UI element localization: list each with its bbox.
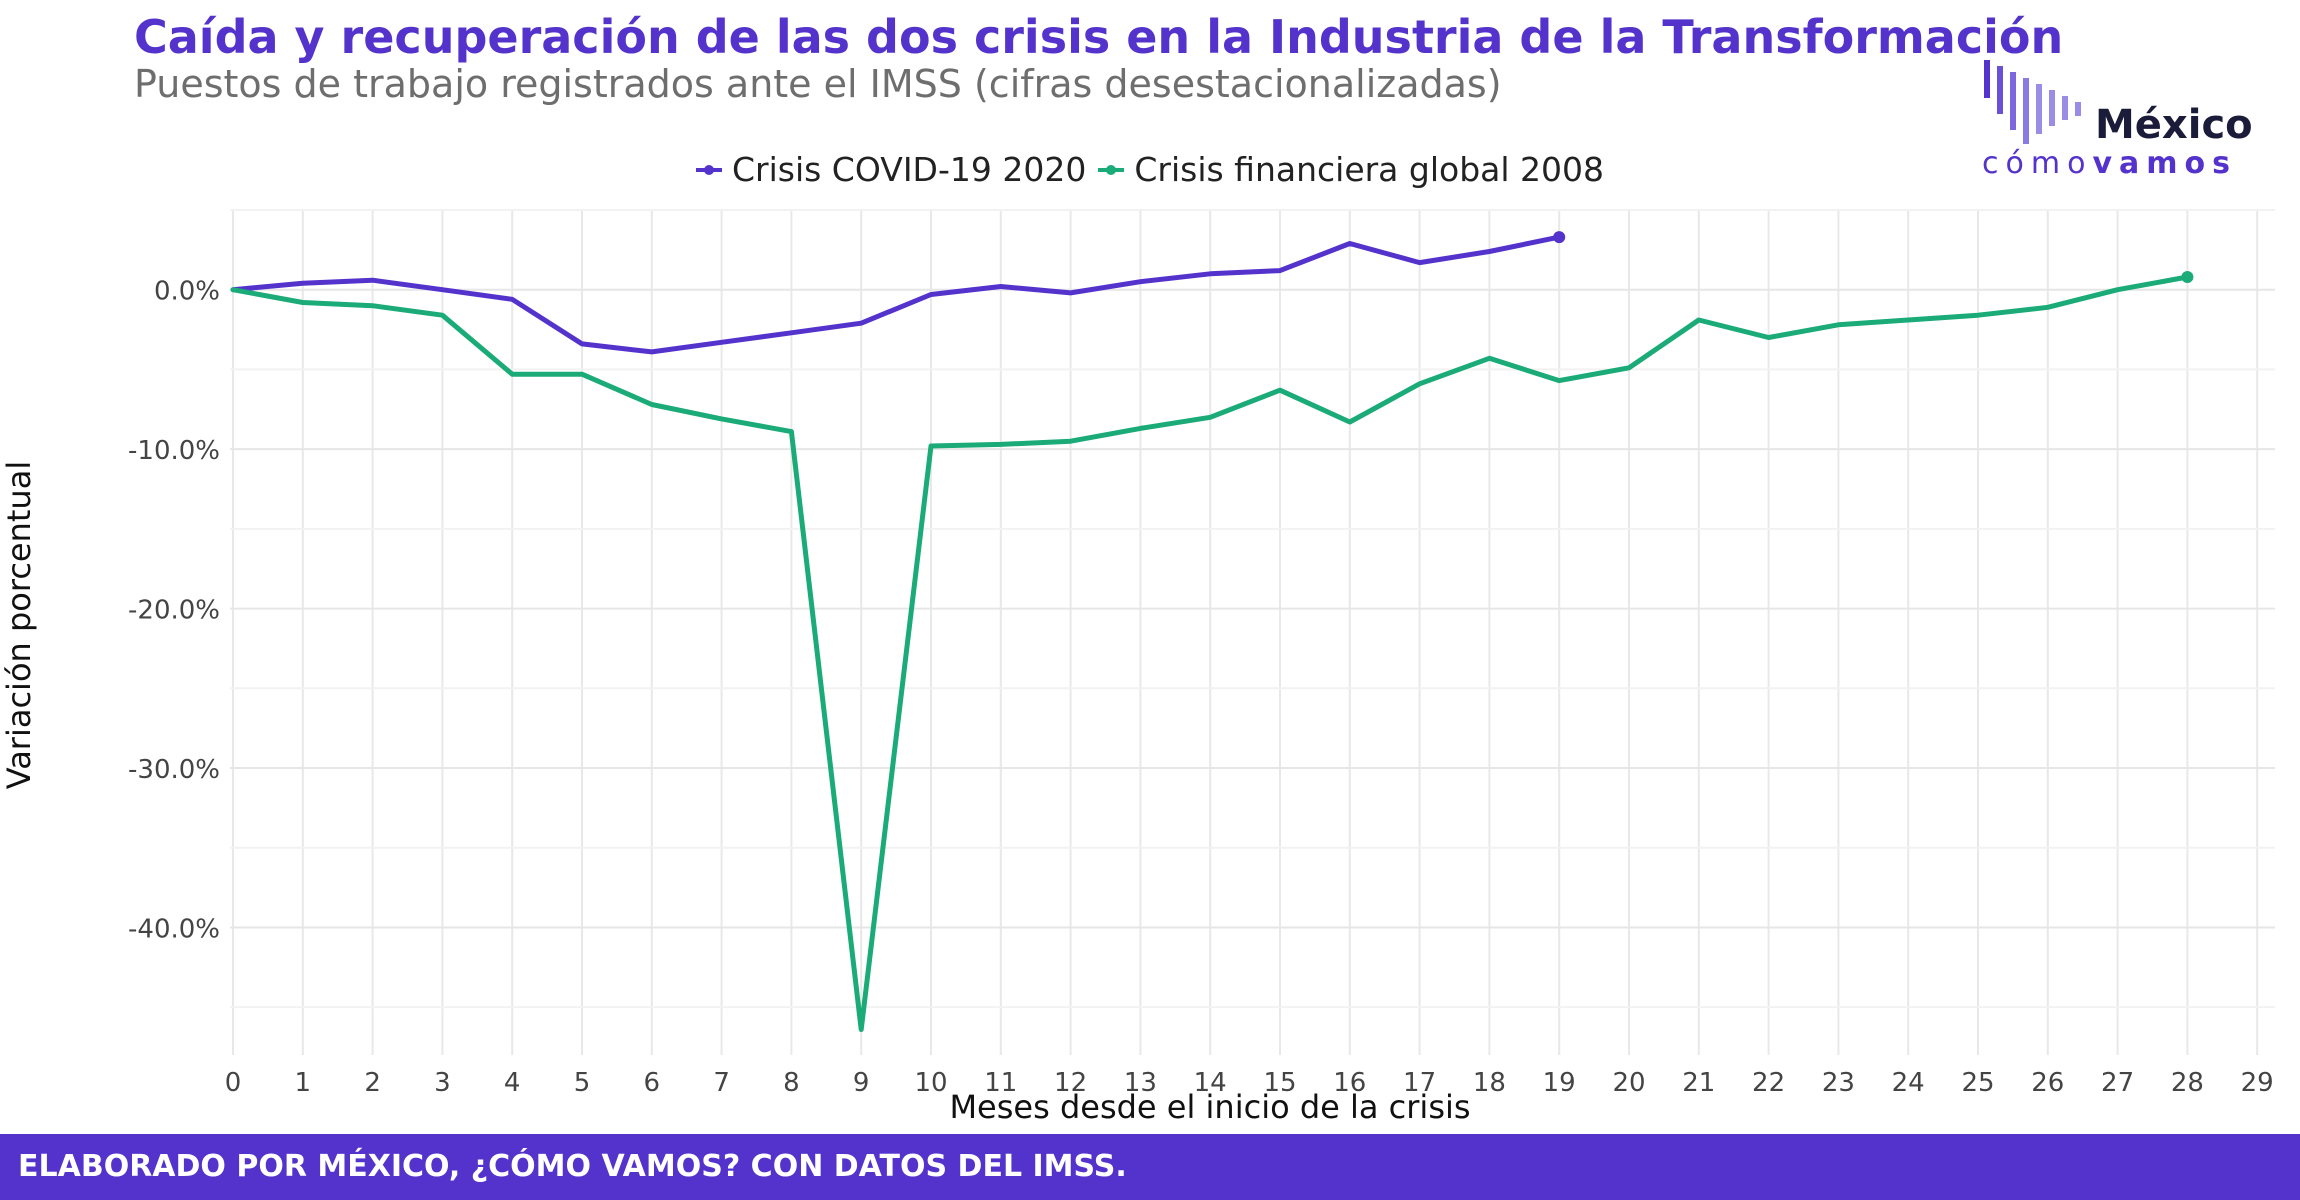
chart-subtitle: Puestos de trabajo registrados ante el I… <box>134 62 1502 106</box>
x-tick-label: 2 <box>364 1068 381 1098</box>
x-axis-label: Meses desde el inicio de la crisis <box>949 1088 1470 1126</box>
series-1 <box>230 270 2194 1032</box>
legend-label-covid: Crisis COVID-19 2020 <box>731 150 1087 189</box>
x-tick-label: 14 <box>1194 1068 1227 1098</box>
x-tick-label: 6 <box>644 1068 661 1098</box>
series-line <box>230 234 1562 355</box>
series-line <box>230 274 2190 1032</box>
logo-bar <box>2010 72 2016 130</box>
footer-credit: ELABORADO POR MÉXICO, ¿CÓMO VAMOS? CON D… <box>18 1149 1127 1184</box>
x-tick-label: 17 <box>1403 1068 1436 1098</box>
x-tick-label: 10 <box>914 1068 947 1098</box>
series-endpoint <box>2181 270 2194 283</box>
x-tick-label: 18 <box>1473 1068 1506 1098</box>
logo-word: México <box>2095 102 2253 148</box>
x-tick-label: 0 <box>225 1068 242 1098</box>
y-tick-label: -20.0% <box>128 596 220 626</box>
x-tick-label: 27 <box>2101 1068 2134 1098</box>
legend-swatch-covid <box>695 159 722 181</box>
x-tick-label: 8 <box>783 1068 800 1098</box>
x-tick-label: 23 <box>1822 1068 1855 1098</box>
logo-bar <box>2062 96 2068 120</box>
line-chart: 0.0%-10.0%-20.0%-30.0%-40.0%0 1 2 3 4 5 6 7 8 9 10… <box>0 209 2275 1126</box>
x-tick-label: 22 <box>1752 1068 1785 1098</box>
x-tick-label: 26 <box>2031 1068 2064 1098</box>
x-tick-label: 21 <box>1682 1068 1715 1098</box>
legend-item-2008: Crisis financiera global 2008 <box>1098 150 1604 189</box>
logo-bar <box>1997 66 2003 114</box>
chart-legend: Crisis COVID-19 2020 Crisis financiera g… <box>0 150 2300 189</box>
x-tick-label: 15 <box>1263 1068 1296 1098</box>
x-tick-label: 20 <box>1612 1068 1645 1098</box>
mexico-como-vamos-logo: México cómovamos <box>1980 58 2260 181</box>
x-tick-label: 16 <box>1333 1068 1366 1098</box>
grid <box>230 209 2275 1055</box>
x-tick-label: 28 <box>2171 1068 2204 1098</box>
logo-bar <box>2036 84 2042 134</box>
legend-label-2008: Crisis financiera global 2008 <box>1134 150 1605 189</box>
x-tick-label: 11 <box>984 1068 1017 1098</box>
logo-tagline-como: cómo <box>1982 146 2093 181</box>
logo-bars-icon <box>1984 60 2081 144</box>
x-tick-label: 19 <box>1543 1068 1576 1098</box>
y-tick-label: -40.0% <box>128 914 220 944</box>
x-tick-label: 25 <box>1961 1068 1994 1098</box>
logo-bar <box>1984 60 1990 98</box>
x-tick-label: 9 <box>853 1068 870 1098</box>
logo-bar <box>2049 90 2055 126</box>
x-tick-label: 3 <box>434 1068 451 1098</box>
x-tick-label: 5 <box>574 1068 591 1098</box>
x-tick-label: 24 <box>1892 1068 1925 1098</box>
y-tick-label: -10.0% <box>128 436 220 466</box>
logo-bar <box>2023 78 2029 144</box>
x-tick-label: 7 <box>713 1068 730 1098</box>
x-tick-label: 1 <box>295 1068 312 1098</box>
legend-swatch-2008 <box>1098 159 1125 181</box>
x-tick-label: 12 <box>1054 1068 1087 1098</box>
y-tick-label: -30.0% <box>128 755 220 785</box>
legend-item-covid: Crisis COVID-19 2020 <box>695 150 1087 189</box>
chart-title: Caída y recuperación de las dos crisis e… <box>134 10 2064 64</box>
x-tick-label: 29 <box>2241 1068 2274 1098</box>
logo-bar <box>2075 102 2081 116</box>
series-0 <box>230 231 1566 355</box>
x-tick-label: 13 <box>1124 1068 1157 1098</box>
logo-tagline: cómovamos <box>1982 146 2237 181</box>
series-endpoint <box>1553 231 1566 244</box>
footer-bar: ELABORADO POR MÉXICO, ¿CÓMO VAMOS? CON D… <box>0 1134 2300 1200</box>
x-tick-label: 4 <box>504 1068 521 1098</box>
logo-tagline-vamos: vamos <box>2092 146 2237 181</box>
y-axis-label: Variación porcentual <box>0 461 38 789</box>
y-tick-label: 0.0% <box>154 277 220 307</box>
